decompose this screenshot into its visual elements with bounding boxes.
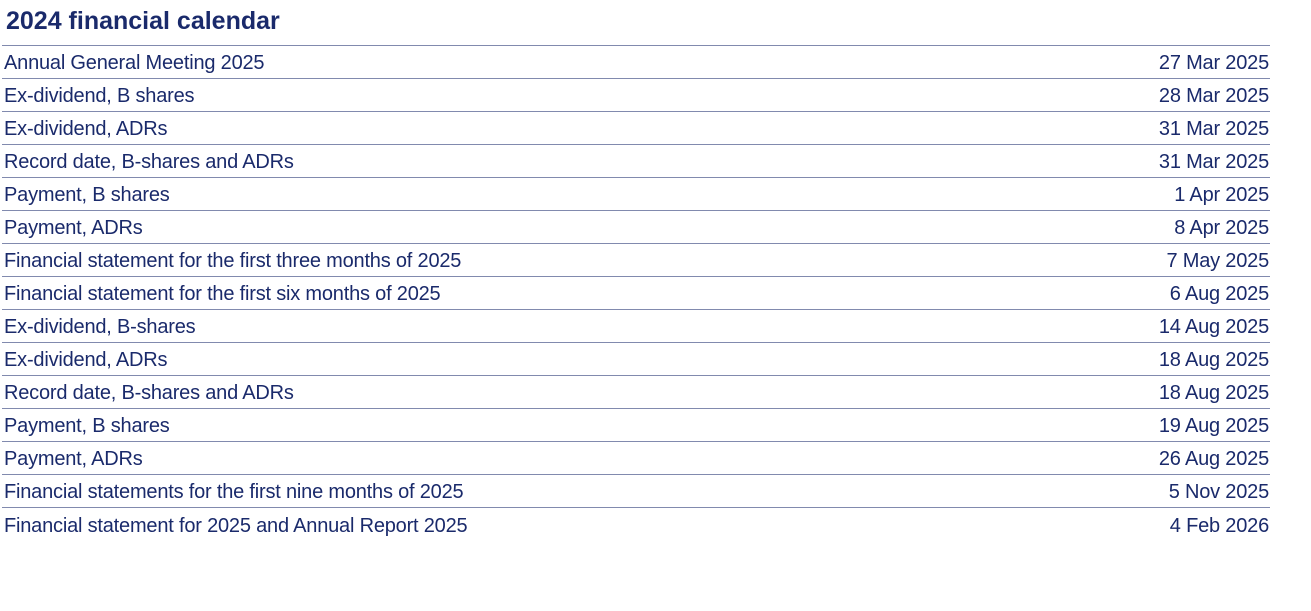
event-date: 8 Apr 2025 xyxy=(1174,217,1269,239)
event-date: 7 May 2025 xyxy=(1166,250,1269,272)
table-row: Financial statement for the first six mo… xyxy=(2,277,1270,310)
event-date: 27 Mar 2025 xyxy=(1158,52,1269,74)
table-row: Financial statement for 2025 and Annual … xyxy=(2,508,1270,541)
event-label: Payment, B shares xyxy=(4,415,170,437)
event-date: 1 Apr 2025 xyxy=(1174,184,1269,206)
event-label: Payment, B shares xyxy=(4,184,170,206)
event-date: 18 Aug 2025 xyxy=(1158,382,1269,404)
event-date: 31 Mar 2025 xyxy=(1158,151,1269,173)
event-date: 5 Nov 2025 xyxy=(1168,481,1269,503)
event-label: Financial statement for 2025 and Annual … xyxy=(4,515,468,537)
event-date: 18 Aug 2025 xyxy=(1158,349,1269,371)
event-label: Ex-dividend, ADRs xyxy=(4,349,168,371)
event-date: 19 Aug 2025 xyxy=(1158,415,1269,437)
event-label: Payment, ADRs xyxy=(4,217,143,239)
event-date: 31 Mar 2025 xyxy=(1158,118,1269,140)
table-row: Ex-dividend, B-shares 14 Aug 2025 xyxy=(2,310,1270,343)
event-label: Ex-dividend, ADRs xyxy=(4,118,168,140)
event-label: Record date, B-shares and ADRs xyxy=(4,151,294,173)
event-date: 6 Aug 2025 xyxy=(1169,283,1269,305)
event-date: 28 Mar 2025 xyxy=(1158,85,1269,107)
table-row: Financial statements for the first nine … xyxy=(2,475,1270,508)
table-row: Record date, B-shares and ADRs 31 Mar 20… xyxy=(2,145,1270,178)
event-label: Payment, ADRs xyxy=(4,448,143,470)
table-row: Ex-dividend, ADRs 18 Aug 2025 xyxy=(2,343,1270,376)
event-date: 4 Feb 2026 xyxy=(1169,515,1269,537)
page-title: 2024 financial calendar xyxy=(6,7,280,35)
event-label: Financial statement for the first three … xyxy=(4,250,462,272)
event-label: Record date, B-shares and ADRs xyxy=(4,382,294,404)
event-label: Annual General Meeting 2025 xyxy=(4,52,265,74)
financial-calendar-table: Annual General Meeting 2025 27 Mar 2025 … xyxy=(2,45,1270,541)
table-row: Financial statement for the first three … xyxy=(2,244,1270,277)
event-label: Financial statement for the first six mo… xyxy=(4,283,441,305)
event-label: Ex-dividend, B shares xyxy=(4,85,195,107)
table-row: Annual General Meeting 2025 27 Mar 2025 xyxy=(2,46,1270,79)
event-label: Ex-dividend, B-shares xyxy=(4,316,196,338)
table-row: Record date, B-shares and ADRs 18 Aug 20… xyxy=(2,376,1270,409)
table-row: Ex-dividend, B shares 28 Mar 2025 xyxy=(2,79,1270,112)
event-date: 26 Aug 2025 xyxy=(1158,448,1269,470)
table-row: Payment, ADRs 26 Aug 2025 xyxy=(2,442,1270,475)
event-label: Financial statements for the first nine … xyxy=(4,481,464,503)
table-row: Payment, ADRs 8 Apr 2025 xyxy=(2,211,1270,244)
table-row: Payment, B shares 1 Apr 2025 xyxy=(2,178,1270,211)
table-row: Payment, B shares 19 Aug 2025 xyxy=(2,409,1270,442)
table-row: Ex-dividend, ADRs 31 Mar 2025 xyxy=(2,112,1270,145)
event-date: 14 Aug 2025 xyxy=(1158,316,1269,338)
